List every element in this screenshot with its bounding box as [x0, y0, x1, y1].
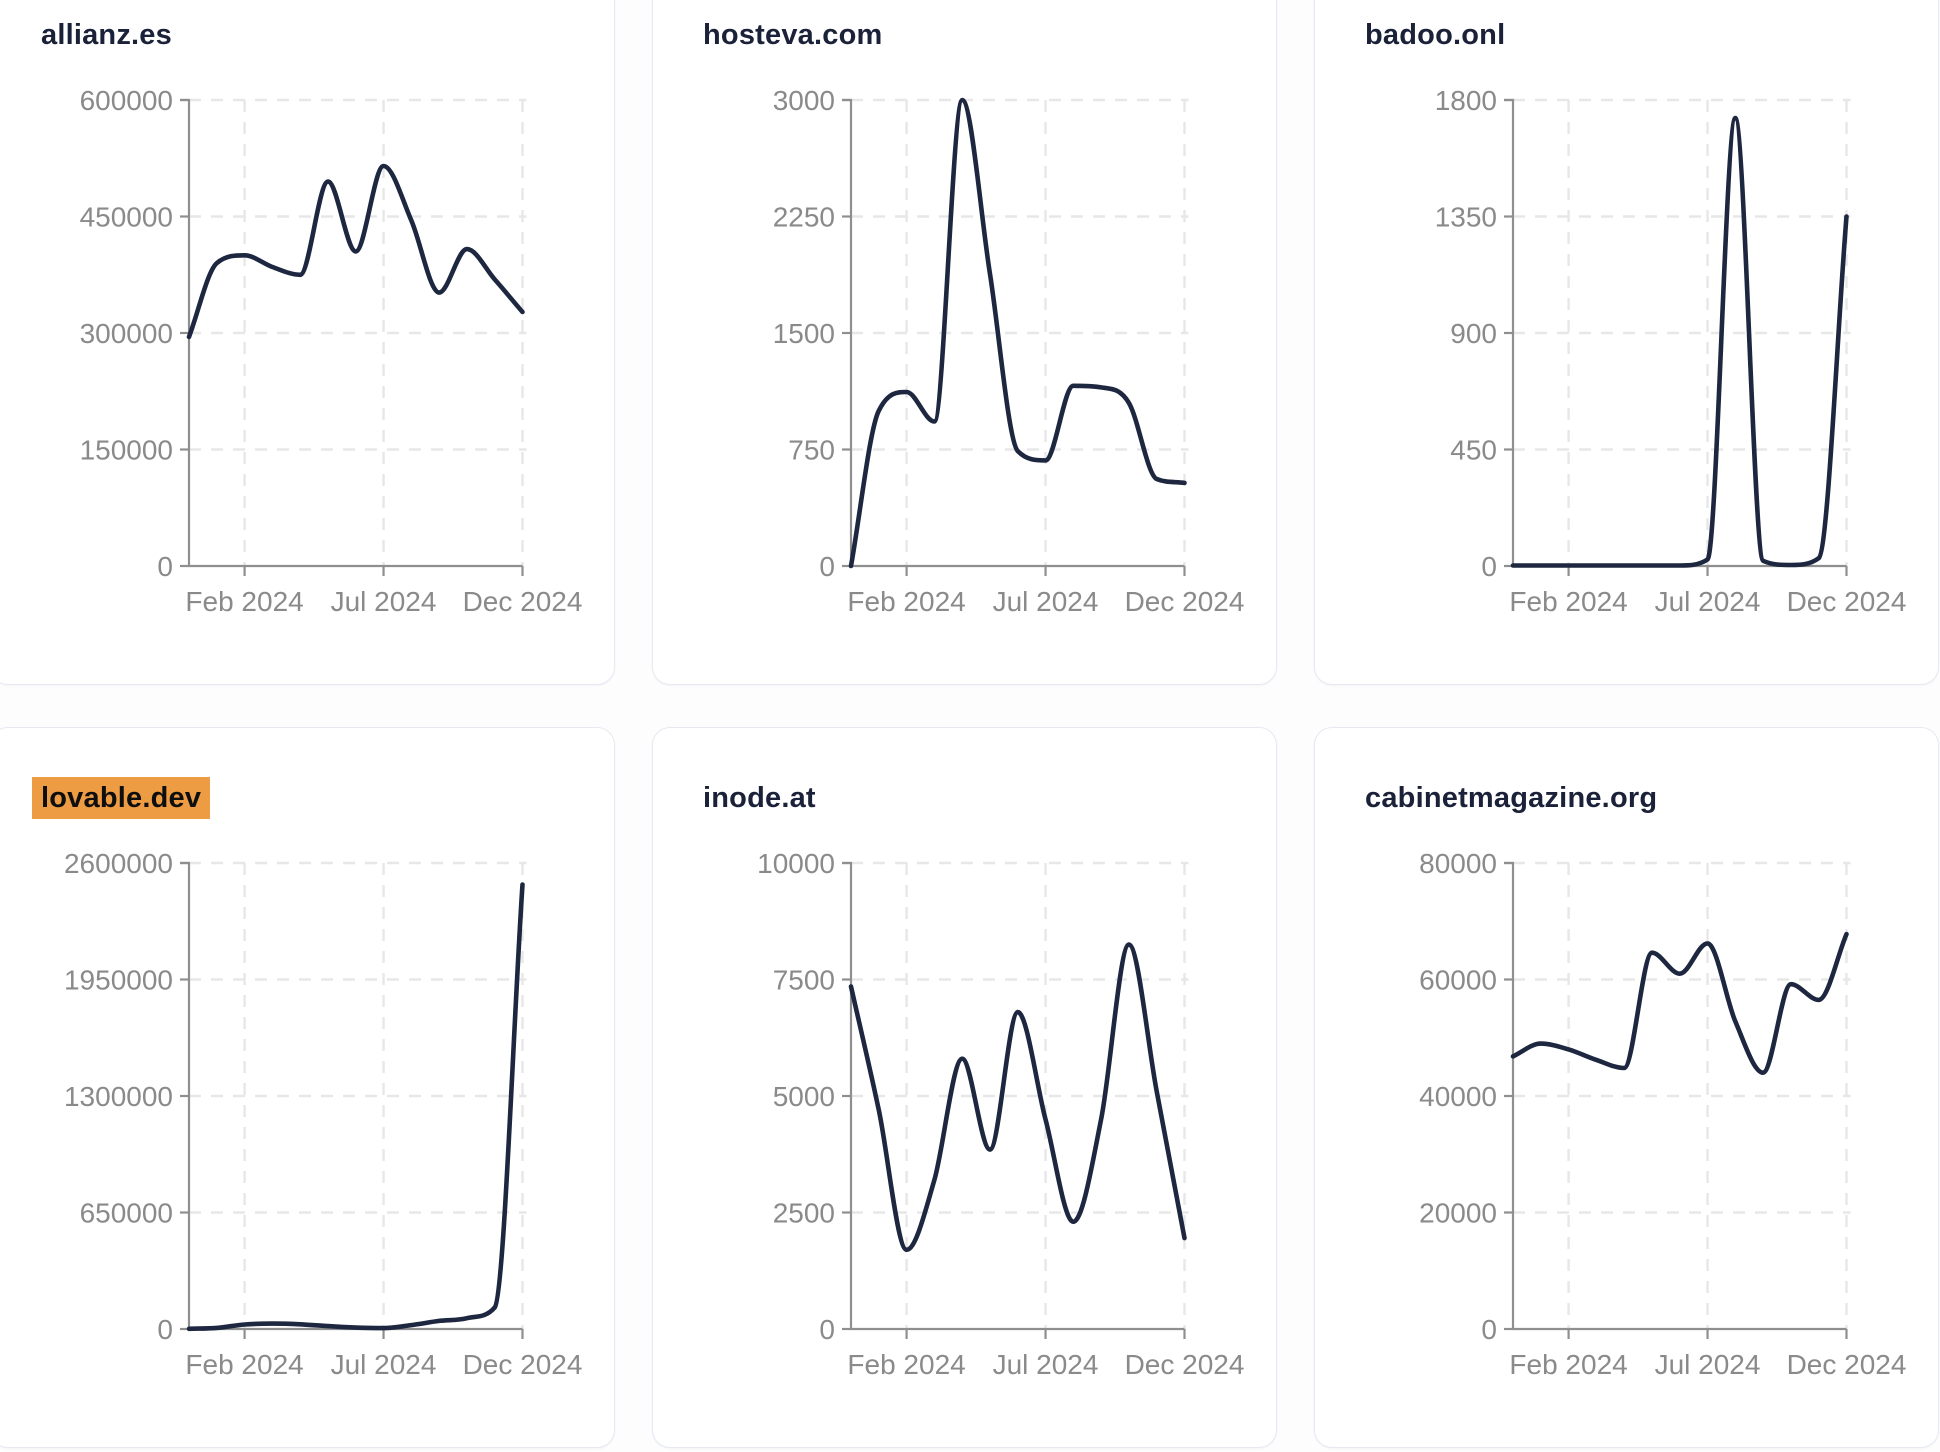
- x-tick-label: Dec 2024: [1787, 586, 1907, 617]
- y-tick-label: 900: [1450, 318, 1497, 349]
- data-line: [1510, 931, 1849, 1075]
- chart-title: hosteva.com: [703, 19, 883, 52]
- x-tick-label: Jul 2024: [993, 1349, 1099, 1380]
- y-tick-label: 10000: [757, 848, 835, 879]
- line-chart-lovable-dev[interactable]: Feb 2024 Jul 2024 Dec 2024 0 650000 1300000 19…: [0, 728, 616, 1449]
- axis-line: [1504, 861, 1847, 1331]
- y-tick-label: 1950000: [64, 965, 173, 996]
- chart-title: inode.at: [703, 782, 816, 815]
- y-tick-label: 0: [157, 1314, 173, 1345]
- data-line: [186, 163, 525, 340]
- y-tick-label: 1300000: [64, 1081, 173, 1112]
- data-line: [1510, 115, 1849, 568]
- chart-title: cabinetmagazine.org: [1365, 782, 1657, 815]
- x-tick-label: Jul 2024: [993, 586, 1099, 617]
- y-tick-label: 600000: [80, 85, 173, 116]
- y-tick-label: 0: [819, 551, 835, 582]
- line-chart-cabinetmagazine-org[interactable]: Feb 2024 Jul 2024 Dec 2024 0 20000 40000 60000…: [1315, 728, 1940, 1449]
- chart-title: badoo.onl: [1365, 19, 1505, 52]
- y-tick-label: 0: [1481, 1314, 1497, 1345]
- y-tick-label: 2250: [773, 202, 835, 233]
- chart-title-text: badoo.onl: [1365, 19, 1506, 51]
- y-tick-label: 2500: [773, 1198, 835, 1229]
- y-tick-label: 0: [819, 1314, 835, 1345]
- chart-title-text: allianz.es: [41, 19, 172, 51]
- y-tick-label: 3000: [773, 85, 835, 116]
- chart-title-text: hosteva.com: [703, 19, 883, 51]
- x-tick-label: Feb 2024: [185, 586, 303, 617]
- y-tick-label: 750: [788, 435, 835, 466]
- x-tick-label: Jul 2024: [1655, 586, 1761, 617]
- x-tick-label: Feb 2024: [847, 1349, 965, 1380]
- chart-title-text: cabinetmagazine.org: [1365, 782, 1658, 814]
- chart-title: lovable.dev: [32, 777, 211, 819]
- line-chart-inode-at[interactable]: Feb 2024 Jul 2024 Dec 2024 0 2500 5000 7500 100…: [653, 728, 1278, 1449]
- x-tick-label: Dec 2024: [463, 586, 583, 617]
- chart-card-hosteva-com[interactable]: hosteva.com Feb 2024 Jul 2024 Dec 2024 0 750…: [652, 0, 1277, 685]
- y-tick-label: 450: [1450, 435, 1497, 466]
- x-tick-label: Jul 2024: [331, 586, 437, 617]
- x-tick-label: Dec 2024: [1125, 1349, 1245, 1380]
- y-tick-label: 650000: [80, 1198, 173, 1229]
- x-tick-label: Dec 2024: [463, 1349, 583, 1380]
- data-line: [848, 942, 1187, 1253]
- data-line: [848, 97, 1187, 569]
- chart-title-text: inode.at: [703, 782, 816, 814]
- line-chart-allianz-es[interactable]: Feb 2024 Jul 2024 Dec 2024 0 150000 300000 450…: [0, 0, 616, 686]
- x-tick-label: Jul 2024: [1655, 1349, 1761, 1380]
- x-tick-label: Feb 2024: [1509, 586, 1627, 617]
- x-tick-label: Jul 2024: [331, 1349, 437, 1380]
- chart-card-badoo-onl[interactable]: badoo.onl Feb 2024 Jul 2024 Dec 2024 0 450 90…: [1314, 0, 1939, 685]
- y-tick-label: 1800: [1435, 85, 1497, 116]
- y-tick-label: 5000: [773, 1081, 835, 1112]
- line-chart-badoo-onl[interactable]: Feb 2024 Jul 2024 Dec 2024 0 450 900 1350 1800: [1315, 0, 1940, 686]
- y-tick-label: 60000: [1419, 965, 1497, 996]
- axis-line: [842, 861, 1185, 1331]
- chart-card-cabinetmagazine-org[interactable]: cabinetmagazine.org Feb 2024 Jul 2024 Dec …: [1314, 727, 1939, 1448]
- y-tick-label: 80000: [1419, 848, 1497, 879]
- line-chart-hosteva-com[interactable]: Feb 2024 Jul 2024 Dec 2024 0 750 1500 2250 3000: [653, 0, 1278, 686]
- x-tick-label: Feb 2024: [185, 1349, 303, 1380]
- y-tick-label: 0: [1481, 551, 1497, 582]
- y-tick-label: 2600000: [64, 848, 173, 879]
- y-tick-label: 0: [157, 551, 173, 582]
- chart-card-inode-at[interactable]: inode.at Feb 2024 Jul 2024 Dec 2024 0 2500 50…: [652, 727, 1277, 1448]
- y-tick-label: 450000: [80, 202, 173, 233]
- y-tick-label: 20000: [1419, 1198, 1497, 1229]
- chart-title-text-highlighted: lovable.dev: [32, 777, 211, 819]
- x-tick-label: Dec 2024: [1787, 1349, 1907, 1380]
- data-line: [186, 882, 525, 1332]
- chart-card-lovable-dev[interactable]: lovable.dev Feb 2024 Jul 2024 Dec 2024 0 650…: [0, 727, 615, 1448]
- y-tick-label: 1350: [1435, 202, 1497, 233]
- y-tick-label: 7500: [773, 965, 835, 996]
- chart-card-allianz-es[interactable]: allianz.es Feb 2024 Jul 2024 Dec 2024 0 1500…: [0, 0, 615, 685]
- x-tick-label: Feb 2024: [847, 586, 965, 617]
- y-tick-label: 150000: [80, 435, 173, 466]
- chart-title: allianz.es: [41, 19, 172, 52]
- x-tick-label: Feb 2024: [1509, 1349, 1627, 1380]
- y-tick-label: 40000: [1419, 1081, 1497, 1112]
- axis-line: [842, 98, 1185, 568]
- x-tick-label: Dec 2024: [1125, 586, 1245, 617]
- y-tick-label: 1500: [773, 318, 835, 349]
- y-tick-label: 300000: [80, 318, 173, 349]
